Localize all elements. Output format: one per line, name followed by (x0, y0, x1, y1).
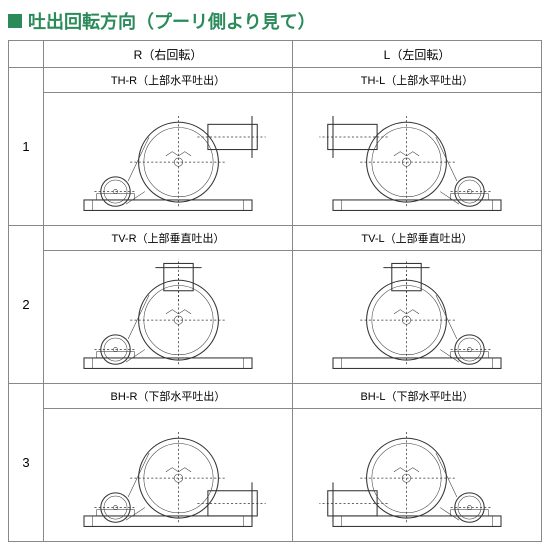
page-title: 吐出回転方向（プーリ側より見て） (28, 8, 316, 34)
row-number: 1 (9, 68, 44, 226)
diagram-cell (293, 93, 542, 226)
diagram-cell (44, 251, 293, 384)
row-number: 3 (9, 384, 44, 542)
corner-cell (9, 41, 44, 68)
row-number: 2 (9, 226, 44, 384)
diagram-cell (293, 251, 542, 384)
cell-label: TV-L（上部垂直吐出） (293, 226, 542, 251)
diagram-cell (44, 409, 293, 542)
cell-label: TV-R（上部垂直吐出） (44, 226, 293, 251)
rotation-table: R（右回転） L（左回転） 1 TH-R（上部水平吐出） TH-L（上部水平吐出… (8, 40, 542, 542)
cell-label: TH-L（上部水平吐出） (293, 68, 542, 93)
col-header-l: L（左回転） (293, 41, 542, 68)
cell-label: BH-R（下部水平吐出） (44, 384, 293, 409)
diagram-cell (44, 93, 293, 226)
diagram-cell (293, 409, 542, 542)
col-header-r: R（右回転） (44, 41, 293, 68)
accent-square (8, 14, 22, 28)
cell-label: TH-R（上部水平吐出） (44, 68, 293, 93)
cell-label: BH-L（下部水平吐出） (293, 384, 542, 409)
